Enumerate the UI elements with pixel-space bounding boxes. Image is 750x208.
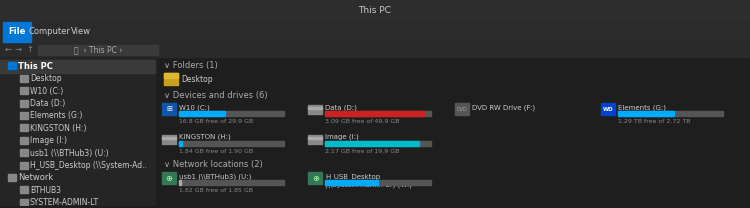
Bar: [0, 22, 750, 42]
Bar: [20, 124, 28, 131]
Text: ∨ Network locations (2): ∨ Network locations (2): [164, 160, 262, 169]
Text: 1.29 TB free of 2.72 TB: 1.29 TB free of 2.72 TB: [618, 119, 690, 124]
Text: Data (D:): Data (D:): [30, 99, 65, 108]
Text: H_USB_Desktop
(\\System-Admin-LT) (W:): H_USB_Desktop (\\System-Admin-LT) (W:): [326, 173, 413, 188]
Text: 2.17 GB free of 19.9 GB: 2.17 GB free of 19.9 GB: [326, 149, 400, 154]
Bar: [308, 172, 322, 184]
Bar: [20, 199, 28, 206]
Bar: [326, 141, 430, 146]
Text: View: View: [71, 27, 91, 36]
Bar: [326, 111, 424, 116]
Bar: [20, 112, 28, 119]
Bar: [3, 22, 31, 42]
Text: ←: ←: [4, 45, 11, 54]
Bar: [0, 61, 155, 73]
Bar: [326, 180, 430, 185]
Text: This PC: This PC: [18, 62, 53, 71]
Text: 16.8 GB free of 29.9 GB: 16.8 GB free of 29.9 GB: [179, 119, 254, 124]
Text: H_USB_Desktop (\\System-Ad..: H_USB_Desktop (\\System-Ad..: [30, 161, 147, 170]
Bar: [0, 0, 750, 22]
Text: Desktop: Desktop: [30, 74, 62, 83]
Bar: [20, 137, 28, 144]
Text: ∨ Devices and drives (6): ∨ Devices and drives (6): [164, 91, 268, 100]
Bar: [308, 105, 322, 114]
Bar: [8, 62, 16, 69]
Bar: [179, 180, 284, 185]
Bar: [179, 111, 284, 116]
Text: W10 (C:): W10 (C:): [179, 104, 210, 111]
Bar: [0, 42, 750, 57]
Text: 1.82 GB free of 1.85 GB: 1.82 GB free of 1.85 GB: [179, 188, 253, 193]
Bar: [179, 141, 284, 146]
Text: usb1 (\\BTHub3) (U:): usb1 (\\BTHub3) (U:): [30, 149, 109, 158]
Bar: [164, 73, 178, 85]
Bar: [326, 111, 430, 116]
Bar: [162, 137, 176, 139]
Bar: [326, 141, 419, 146]
Text: KINGSTON (H:): KINGSTON (H:): [30, 124, 86, 133]
Bar: [326, 180, 378, 185]
Bar: [601, 103, 615, 115]
Text: ⊕: ⊕: [312, 174, 319, 183]
Bar: [308, 137, 322, 139]
Text: W10 (C:): W10 (C:): [30, 87, 63, 96]
Text: DVD: DVD: [456, 106, 466, 111]
Bar: [164, 73, 178, 78]
Text: usb1 (\\BTHub3) (U:): usb1 (\\BTHub3) (U:): [179, 173, 251, 180]
Text: WD: WD: [602, 106, 613, 111]
Text: ⊕: ⊕: [166, 174, 172, 183]
Bar: [162, 172, 176, 184]
Bar: [179, 141, 182, 146]
Bar: [162, 135, 176, 144]
Bar: [38, 45, 158, 54]
Text: This PC: This PC: [358, 6, 392, 15]
Bar: [20, 162, 28, 168]
Bar: [0, 57, 155, 206]
Bar: [20, 186, 28, 193]
Text: SYSTEM-ADMIN-LT: SYSTEM-ADMIN-LT: [30, 198, 99, 207]
Bar: [618, 111, 674, 116]
Text: 🖥  › This PC ›: 🖥 › This PC ›: [74, 45, 122, 54]
Text: DVD RW Drive (F:): DVD RW Drive (F:): [472, 104, 535, 111]
Bar: [20, 100, 28, 106]
Bar: [179, 180, 181, 185]
Text: ⊞: ⊞: [166, 106, 172, 112]
Text: 1.84 GB free of 1.90 GB: 1.84 GB free of 1.90 GB: [179, 149, 253, 154]
Bar: [454, 103, 469, 115]
Bar: [20, 149, 28, 156]
Bar: [8, 174, 16, 181]
Bar: [618, 111, 723, 116]
Text: Computer: Computer: [28, 27, 70, 36]
Text: Elements (G:): Elements (G:): [618, 104, 666, 111]
Text: File: File: [8, 27, 26, 36]
Bar: [308, 135, 322, 144]
Text: →: →: [14, 45, 22, 54]
Text: Desktop: Desktop: [181, 75, 213, 84]
Text: ↑: ↑: [26, 45, 34, 54]
Text: KINGSTON (H:): KINGSTON (H:): [179, 134, 231, 140]
Text: ∨ Folders (1): ∨ Folders (1): [164, 61, 218, 70]
Text: BTHUB3: BTHUB3: [30, 186, 61, 195]
Bar: [20, 75, 28, 82]
Text: Image (I:): Image (I:): [326, 134, 359, 140]
Text: Data (D:): Data (D:): [326, 104, 357, 111]
Bar: [162, 103, 176, 115]
Bar: [179, 111, 225, 116]
Bar: [308, 107, 322, 109]
Text: 3.09 GB free of 49.9 GB: 3.09 GB free of 49.9 GB: [326, 119, 400, 124]
Text: Image (I:): Image (I:): [30, 136, 67, 145]
Text: Network: Network: [18, 173, 53, 182]
Text: Elements (G:): Elements (G:): [30, 111, 82, 120]
Bar: [20, 87, 28, 94]
